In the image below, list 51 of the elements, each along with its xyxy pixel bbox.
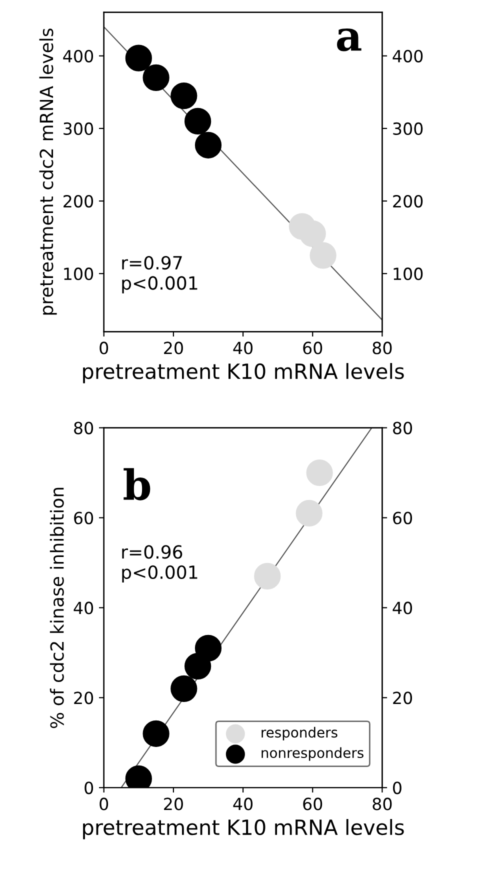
- y-tick-label: 0: [84, 782, 94, 794]
- y2-tick-label: 0: [393, 782, 402, 794]
- point: [194, 132, 222, 158]
- x-tick-label: 0: [100, 342, 108, 354]
- x-tick-label: 20: [164, 342, 183, 354]
- legend-label: nonresponders: [262, 747, 364, 761]
- y2-tick-label: 80: [393, 422, 412, 434]
- point: [184, 108, 212, 135]
- y2-tick-label: 300: [393, 122, 423, 136]
- point: [170, 82, 198, 110]
- x-tick-label: 0: [100, 798, 108, 810]
- x-tick-label: 40: [233, 798, 253, 810]
- annotation: r=0.97 p<0.001: [122, 256, 198, 294]
- y-tick-label: 40: [74, 602, 94, 614]
- x-tick-label: 80: [372, 342, 392, 354]
- point: [170, 675, 198, 702]
- y2-tick-label: 200: [393, 194, 423, 208]
- y2-tick-label: 400: [392, 50, 423, 62]
- y2-tick-label: 20: [393, 692, 412, 704]
- x-axis-title: pretreatment K10 mRNA levels: [83, 819, 404, 840]
- point: [125, 44, 152, 72]
- y-tick-label: 60: [74, 512, 94, 524]
- y-axis-title: % of cdc2 kinase inhibition: [50, 488, 64, 728]
- x-tick-label: 80: [372, 798, 392, 810]
- y-tick-label: 400: [63, 50, 94, 62]
- y-tick-label: 20: [74, 692, 94, 704]
- annotation: r=0.96 p<0.001: [122, 545, 198, 583]
- legend-label: responders: [262, 726, 338, 740]
- y2-tick-label: 40: [392, 602, 412, 614]
- y2-tick-label: 60: [393, 512, 412, 524]
- x-tick-label: 60: [303, 342, 322, 354]
- point: [310, 242, 336, 269]
- y-tick-label: 100: [64, 268, 94, 280]
- x-tick-label: 20: [164, 798, 183, 810]
- x-axis-title: pretreatment K10 mRNA levels: [83, 363, 404, 384]
- y-tick-label: 80: [74, 422, 94, 434]
- y-tick-label: 200: [64, 194, 94, 208]
- y-axis-title: pretreatment cdc2 mRNA levels: [39, 28, 57, 315]
- chart-title: a: [337, 28, 362, 52]
- point: [296, 500, 322, 527]
- point: [254, 562, 281, 590]
- x-tick-label: 60: [303, 798, 322, 810]
- x-tick-label: 40: [233, 342, 253, 354]
- point: [299, 220, 326, 247]
- point: [306, 459, 333, 486]
- text: b: [124, 468, 150, 500]
- point: [142, 720, 170, 747]
- y-tick-label: 300: [64, 122, 94, 136]
- point: [142, 64, 170, 91]
- y2-tick-label: 100: [394, 268, 423, 280]
- point: [194, 634, 222, 662]
